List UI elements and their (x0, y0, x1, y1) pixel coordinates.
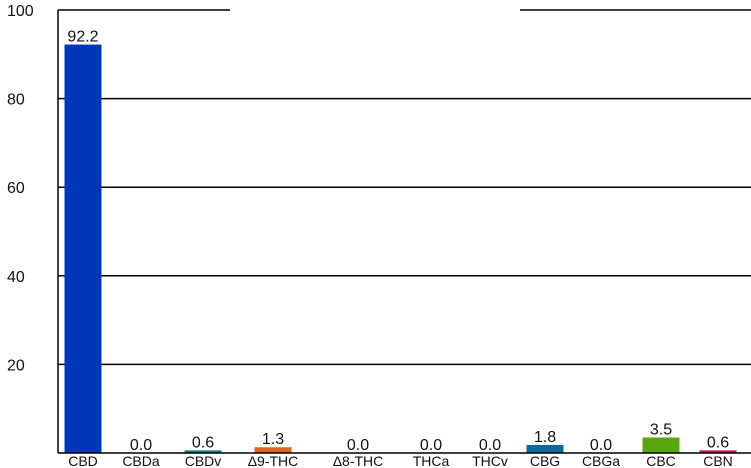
value-label-cbc: 3.5 (650, 421, 672, 438)
value-label-cbg: 1.8 (534, 429, 556, 446)
category-label-cbdv: CBDv (185, 453, 222, 468)
labels: 2040608010092.2CBD0.0CBDa0.6CBDv1.3Δ9-TH… (7, 3, 733, 468)
y-tick-label-20: 20 (7, 357, 25, 374)
category-label-cbc: CBC (646, 453, 676, 468)
value-label--9-thc: 1.3 (262, 431, 284, 448)
category-label--8-thc: Δ8-THC (333, 453, 384, 468)
value-label-cbd: 92.2 (67, 29, 98, 46)
y-tick-label-100: 100 (7, 3, 34, 20)
value-label-cbdv: 0.6 (192, 434, 214, 451)
category-label--9-thc: Δ9-THC (248, 453, 299, 468)
bar-cbdv (184, 450, 222, 453)
category-label-cbda: CBDa (122, 453, 160, 468)
category-label-cbn: CBN (703, 453, 733, 468)
category-label-cbg: CBG (530, 453, 560, 468)
axes (57, 9, 751, 454)
gridlines (58, 97, 751, 366)
category-label-thcv: THCv (472, 453, 508, 468)
bar-cbg (526, 445, 564, 453)
value-label-cbda: 0.0 (130, 437, 152, 454)
bars (64, 44, 737, 453)
y-tick-label-80: 80 (7, 92, 25, 109)
value-label-thcv: 0.0 (479, 437, 501, 454)
y-tick-label-40: 40 (7, 269, 25, 286)
category-label-thca: THCa (413, 453, 450, 468)
value-label-cbga: 0.0 (590, 437, 612, 454)
category-label-cbga: CBGa (582, 453, 620, 468)
bar--9-thc (254, 447, 292, 453)
value-label--8-thc: 0.0 (347, 437, 369, 454)
value-label-thca: 0.0 (420, 437, 442, 454)
value-label-cbn: 0.6 (707, 434, 729, 451)
bar-cbn (699, 450, 737, 453)
y-tick-label-60: 60 (7, 180, 25, 197)
category-label-cbd: CBD (68, 453, 98, 468)
bar-cbd (64, 44, 102, 453)
bar-cbc (642, 437, 680, 453)
